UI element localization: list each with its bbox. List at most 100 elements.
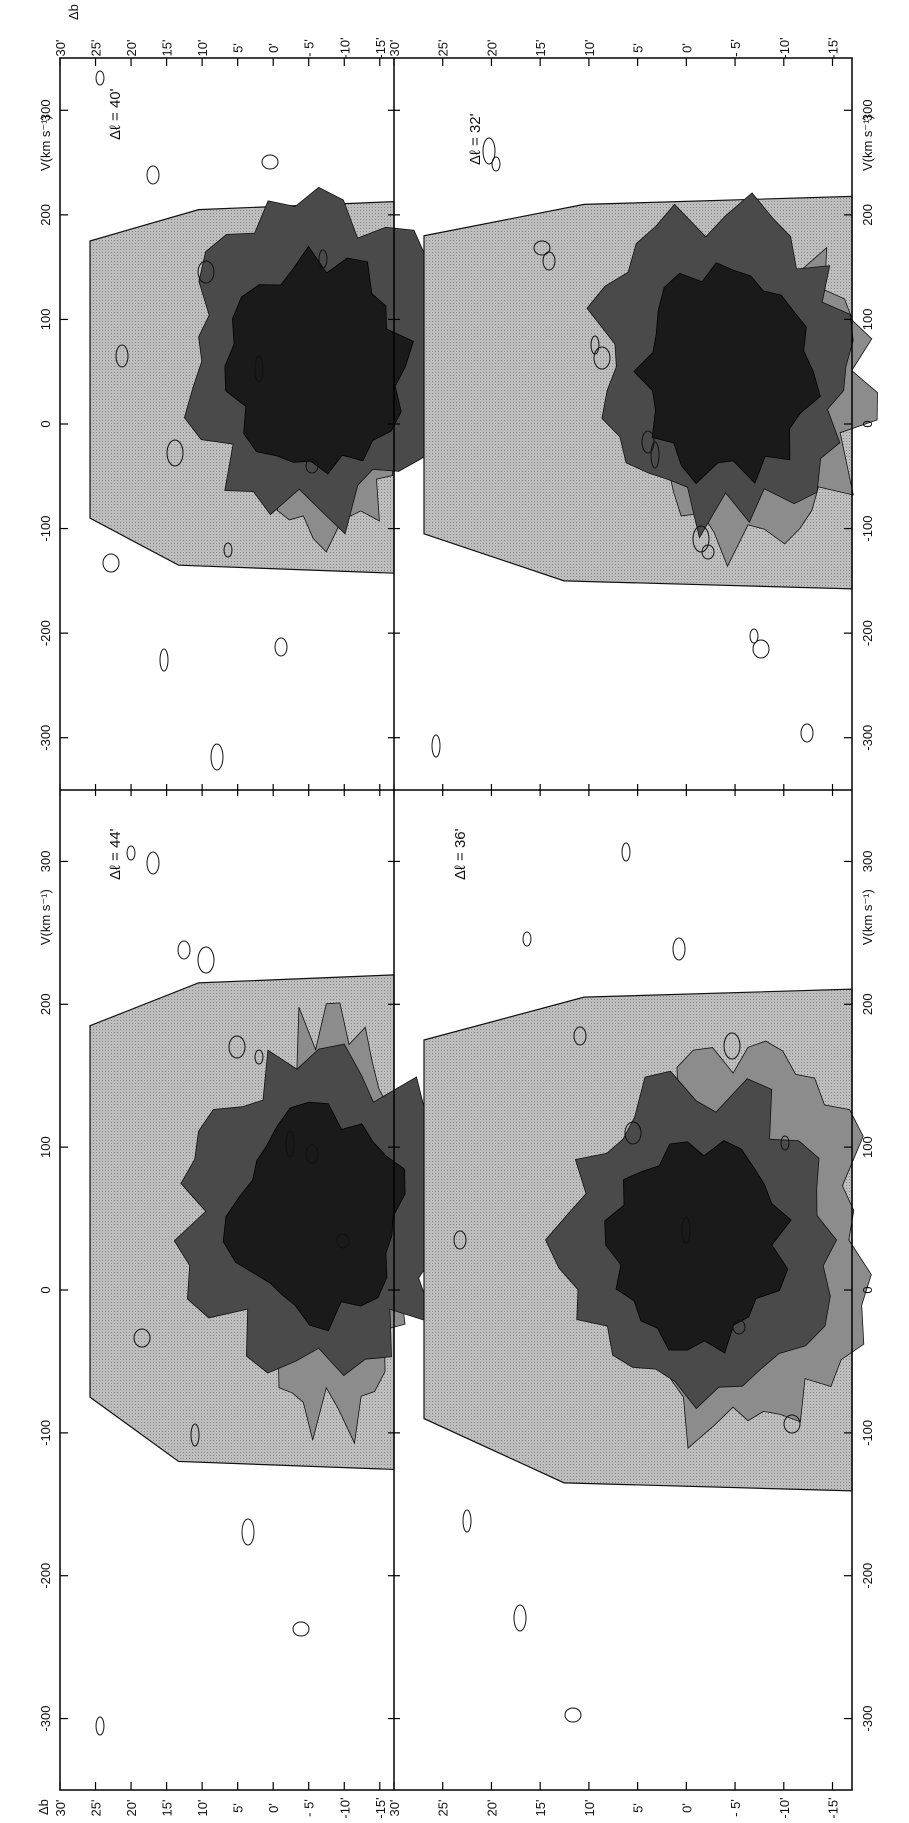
velocity-tick-label: 0 [38,1286,53,1293]
noise-contour [650,441,660,469]
latitude-tick-label: 20' [124,1800,139,1817]
latitude-tick-label: 0' [266,1803,281,1813]
noise-contour [146,165,160,185]
velocity-tick-label: 100 [860,309,875,331]
noise-contour [190,1423,200,1447]
noise-contour [318,249,328,269]
velocity-tick-label: -200 [38,620,53,646]
latitude-tick-label: 0' [679,43,694,53]
noise-contour [241,1518,255,1546]
velocity-tick-label: 300 [38,99,53,121]
latitude-tick-label: 30' [53,1800,68,1817]
latitude-tick-label: 30' [53,40,68,57]
noise-contour [573,1026,587,1046]
noise-contour [752,639,770,659]
noise-contour [223,542,233,558]
velocity-tick-label: 0 [38,420,53,427]
noise-contour [621,842,631,862]
noise-contour [159,648,169,672]
noise-contour [254,1049,264,1065]
latitude-tick-label: 10' [195,1800,210,1817]
latitude-tick-label: - 5' [302,1799,317,1817]
noise-contour [197,946,215,974]
velocity-tick-label: 300 [860,851,875,873]
panel-label: Δℓ = 44' [107,828,124,880]
latitude-tick-label: 5' [231,43,246,53]
latitude-axis-label: Δb [66,4,81,20]
latitude-tick-label: 0' [266,43,281,53]
panel-label: Δℓ = 32' [467,113,484,165]
noise-contour [564,1707,582,1723]
velocity-tick-label: 200 [860,204,875,226]
latitude-tick-label: 5' [231,1803,246,1813]
noise-contour [166,439,184,467]
latitude-tick-label: 25' [89,40,104,57]
latitude-tick-label: 25' [89,1800,104,1817]
velocity-tick-label: -100 [860,1420,875,1446]
panel-label: Δℓ = 40' [107,88,124,140]
noise-contour [590,335,600,355]
noise-contour [177,940,191,960]
noise-contour [102,553,120,573]
emission-peak [633,262,821,485]
latitude-tick-label: 20' [484,1800,499,1817]
latitude-tick-label: 30' [387,40,402,57]
velocity-tick-label: 0 [860,420,875,427]
noise-contour [336,1233,350,1249]
latitude-axis-label: Δb [36,1799,51,1815]
velocity-tick-label: 200 [38,993,53,1015]
noise-contour [593,346,611,370]
velocity-tick-label: 200 [38,204,53,226]
latitude-tick-label: 15' [160,1800,175,1817]
emission-peak [224,245,414,475]
latitude-tick-label: -15' [826,37,841,58]
latitude-tick-label: -15' [373,37,388,58]
noise-contour [261,154,279,170]
velocity-tick-label: 300 [38,851,53,873]
noise-contour [783,1414,801,1434]
latitude-tick-label: 5' [631,1803,646,1813]
velocity-tick-label: -100 [860,516,875,542]
noise-contour [210,743,224,771]
noise-contour [522,931,532,947]
pv-panel-4: Δℓ = 36' [423,828,872,1723]
pv-panel-3: Δℓ = 32' [423,113,878,758]
figure-frame [59,57,853,1791]
velocity-tick-label: 100 [38,309,53,331]
noise-contour [274,637,288,657]
noise-contour [732,1319,746,1335]
noise-contour [305,458,319,474]
latitude-tick-label: 30' [387,1800,402,1817]
noise-contour [672,937,686,961]
noise-contour [254,355,264,383]
velocity-tick-label: -300 [38,1706,53,1732]
latitude-tick-label: -10' [337,37,352,58]
noise-contour [95,1716,105,1736]
latitude-tick-label: 25' [436,1800,451,1817]
latitude-tick-label: 20' [484,40,499,57]
velocity-tick-label: 200 [860,993,875,1015]
noise-contour [95,70,105,86]
latitude-tick-label: 20' [124,40,139,57]
velocity-tick-label: -100 [38,516,53,542]
velocity-tick-label: -300 [860,1706,875,1732]
latitude-tick-label: 15' [533,1800,548,1817]
noise-contour [692,525,710,553]
latitude-tick-label: 10' [582,1800,597,1817]
velocity-tick-label: -200 [860,620,875,646]
noise-contour [431,734,441,758]
noise-contour [285,1130,295,1158]
noise-contour [533,240,551,256]
velocity-axis-label: V(km s⁻¹) [38,889,53,945]
noise-contour [641,430,655,454]
latitude-tick-label: -15' [373,1797,388,1818]
velocity-tick-label: -300 [38,725,53,751]
velocity-axis-label: V(km s⁻¹) [860,889,875,945]
latitude-tick-label: 15' [160,40,175,57]
noise-contour [197,260,215,284]
latitude-tick-label: 15' [533,40,548,57]
noise-contour [305,1144,319,1164]
latitude-tick-label: -10' [777,37,792,58]
latitude-tick-label: - 5' [728,1799,743,1817]
noise-contour [513,1604,527,1632]
